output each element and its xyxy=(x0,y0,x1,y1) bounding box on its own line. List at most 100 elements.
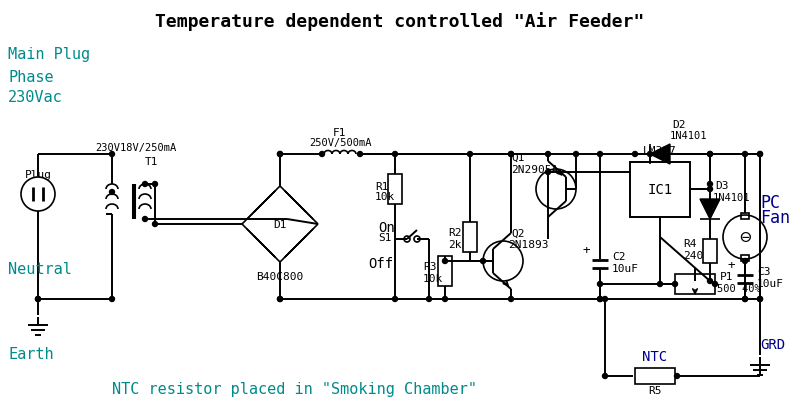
Polygon shape xyxy=(254,236,275,258)
Bar xyxy=(675,274,715,294)
Circle shape xyxy=(442,297,447,302)
Bar xyxy=(703,240,717,263)
Circle shape xyxy=(35,297,41,302)
Text: 2N1893: 2N1893 xyxy=(508,240,549,249)
Circle shape xyxy=(319,152,325,157)
Text: Temperature dependent controlled "Air Feeder": Temperature dependent controlled "Air Fe… xyxy=(155,12,645,31)
Text: C2: C2 xyxy=(612,252,626,261)
Circle shape xyxy=(602,297,607,302)
Circle shape xyxy=(278,152,282,157)
Text: 2k: 2k xyxy=(448,240,462,249)
Circle shape xyxy=(674,374,679,379)
Text: Neutral: Neutral xyxy=(8,262,72,277)
Circle shape xyxy=(142,182,147,187)
Text: 1N4101: 1N4101 xyxy=(713,192,750,202)
Circle shape xyxy=(707,279,713,284)
Text: 1N4101: 1N4101 xyxy=(670,131,707,141)
Circle shape xyxy=(707,187,713,192)
Text: GRD: GRD xyxy=(760,337,785,351)
Circle shape xyxy=(713,282,718,287)
Text: NTC: NTC xyxy=(642,349,667,363)
Circle shape xyxy=(358,152,362,157)
Text: ⊖: ⊖ xyxy=(739,228,751,247)
Text: 500 40%: 500 40% xyxy=(717,283,761,293)
Text: 240: 240 xyxy=(683,250,703,260)
Text: 10uF: 10uF xyxy=(612,263,639,273)
Text: Q1: Q1 xyxy=(511,153,525,163)
Circle shape xyxy=(546,170,550,175)
Text: R3: R3 xyxy=(423,261,437,271)
Circle shape xyxy=(442,259,447,264)
Text: T1: T1 xyxy=(145,157,158,166)
Circle shape xyxy=(658,282,662,287)
Text: Main Plug: Main Plug xyxy=(8,47,90,62)
Circle shape xyxy=(598,152,602,157)
Polygon shape xyxy=(650,145,670,165)
Polygon shape xyxy=(285,191,306,213)
Circle shape xyxy=(509,297,514,302)
Text: S1: S1 xyxy=(378,233,391,242)
Text: R4: R4 xyxy=(683,238,697,248)
Bar xyxy=(741,214,749,219)
Text: R5: R5 xyxy=(648,385,662,395)
Circle shape xyxy=(647,152,653,157)
Circle shape xyxy=(546,152,550,157)
Circle shape xyxy=(35,297,41,302)
Circle shape xyxy=(758,152,762,157)
Circle shape xyxy=(153,182,158,187)
Text: C3: C3 xyxy=(757,266,770,276)
Text: Fan: Fan xyxy=(760,209,790,226)
Text: 250V/500mA: 250V/500mA xyxy=(309,138,371,147)
Circle shape xyxy=(110,297,114,302)
Bar xyxy=(388,175,402,204)
Circle shape xyxy=(742,259,747,264)
Text: IC1: IC1 xyxy=(647,183,673,197)
Circle shape xyxy=(393,297,398,302)
Circle shape xyxy=(758,297,762,302)
Circle shape xyxy=(742,297,747,302)
Circle shape xyxy=(278,152,282,157)
Text: 10k: 10k xyxy=(375,192,395,202)
Circle shape xyxy=(153,222,158,227)
Circle shape xyxy=(142,217,147,222)
Polygon shape xyxy=(254,191,275,213)
Text: R2: R2 xyxy=(448,228,462,237)
Circle shape xyxy=(602,374,607,379)
Circle shape xyxy=(426,297,431,302)
Text: D1: D1 xyxy=(274,219,286,230)
Circle shape xyxy=(467,152,473,157)
Circle shape xyxy=(758,297,762,302)
Circle shape xyxy=(707,152,713,157)
Text: D3: D3 xyxy=(715,180,729,190)
Circle shape xyxy=(278,297,282,302)
Text: F1: F1 xyxy=(334,128,346,138)
Text: R1: R1 xyxy=(375,182,389,192)
Bar xyxy=(630,163,690,218)
Circle shape xyxy=(110,190,114,195)
Text: 10uF: 10uF xyxy=(757,278,784,288)
Text: NTC resistor placed in "Smoking Chamber": NTC resistor placed in "Smoking Chamber" xyxy=(113,382,478,396)
Circle shape xyxy=(509,152,514,157)
Circle shape xyxy=(742,297,747,302)
Bar xyxy=(438,256,452,286)
Text: Earth: Earth xyxy=(8,347,54,362)
Text: P1: P1 xyxy=(720,271,734,281)
Circle shape xyxy=(598,297,602,302)
Circle shape xyxy=(278,297,282,302)
Polygon shape xyxy=(285,236,306,258)
Bar xyxy=(463,223,477,252)
Text: Plug: Plug xyxy=(25,170,52,180)
Text: LM317: LM317 xyxy=(643,146,677,156)
Text: Phase: Phase xyxy=(8,70,54,85)
Text: +: + xyxy=(727,259,734,272)
Text: Off: Off xyxy=(368,256,393,271)
Polygon shape xyxy=(700,199,720,219)
Text: +: + xyxy=(582,244,590,257)
Text: B40C800: B40C800 xyxy=(256,271,304,281)
Circle shape xyxy=(481,259,486,264)
Text: 230Vac: 230Vac xyxy=(8,90,62,105)
Circle shape xyxy=(598,297,602,302)
Text: D2: D2 xyxy=(672,120,686,130)
Circle shape xyxy=(673,282,678,287)
Circle shape xyxy=(110,152,114,157)
